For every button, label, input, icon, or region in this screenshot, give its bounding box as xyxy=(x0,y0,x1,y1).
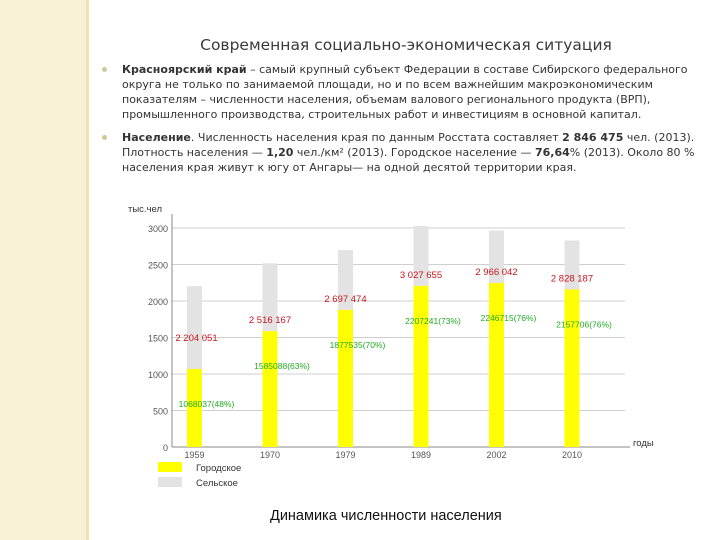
y-tick-label: 1000 xyxy=(148,370,168,380)
bullet-dot-icon xyxy=(102,67,107,72)
legend-label: Сельское xyxy=(196,478,238,489)
x-tick-label: 1959 xyxy=(184,450,204,460)
bullet2-density-value: 1,20 xyxy=(266,146,294,159)
urban-value-label: 1877535(70%) xyxy=(330,340,386,350)
bullet2-text2: чел. (2013). Плотность населения — xyxy=(122,131,695,159)
urban-value-label: 2246715(76%) xyxy=(481,313,537,323)
urban-value-label: 1068037(48%) xyxy=(179,399,235,409)
bullet-list: Красноярский край – самый крупный субъек… xyxy=(100,62,704,183)
slide-title: Современная социально-экономическая ситу… xyxy=(200,36,612,54)
bar-rural xyxy=(338,250,353,310)
x-axis-label: годы xyxy=(633,438,654,449)
y-axis-label: тыс.чел xyxy=(128,204,162,215)
x-tick-label: 1970 xyxy=(260,450,280,460)
left-strip-border xyxy=(86,0,89,540)
legend-label: Городское xyxy=(196,463,241,474)
bar-urban xyxy=(187,369,202,447)
y-tick-label: 3000 xyxy=(148,224,168,234)
urban-value-label: 2207241(73%) xyxy=(405,316,461,326)
legend-swatch xyxy=(158,477,182,487)
bar-rural xyxy=(564,240,580,290)
x-tick-label: 2002 xyxy=(486,450,506,460)
y-tick-label: 1500 xyxy=(148,334,168,344)
bar-rural xyxy=(262,263,278,332)
urban-value-label: 2157706(76%) xyxy=(556,319,612,329)
bar-urban xyxy=(564,289,580,447)
total-value-label: 2 516 167 xyxy=(249,315,291,326)
left-decorative-strip xyxy=(0,0,86,540)
bullet2-bold: Население xyxy=(122,131,191,144)
total-value-label: 2 966 042 xyxy=(475,267,517,278)
y-tick-label: 2000 xyxy=(148,297,168,307)
x-tick-label: 1979 xyxy=(335,450,355,460)
bar-rural xyxy=(413,226,429,286)
bullet2-text1: . Численность населения края по данным Р… xyxy=(190,131,563,144)
bullet-krasnoyarsk: Красноярский край – самый крупный субъек… xyxy=(100,62,704,122)
bullet1-text: – самый крупный субъект Федерации в сост… xyxy=(122,63,688,121)
total-value-label: 2 828 187 xyxy=(551,273,593,284)
bullet-population: Население. Численность населения края по… xyxy=(100,130,704,175)
bullet2-urban-share: 76,64 xyxy=(534,146,570,159)
bullet2-text4: % (2013). Около 80 % населения края живу… xyxy=(122,146,695,174)
bullet-dot-icon xyxy=(102,135,107,140)
total-value-label: 2 697 474 xyxy=(324,294,366,305)
bullet1-bold: Красноярский край xyxy=(122,63,247,76)
bar-urban xyxy=(413,285,429,447)
plot-area xyxy=(172,214,625,447)
y-tick-label: 2500 xyxy=(148,261,168,271)
bar-urban xyxy=(338,309,353,447)
y-tick-label: 0 xyxy=(163,443,168,453)
bullet2-text3: чел./км² (2013). Городское население — xyxy=(293,146,535,159)
x-tick-label: 2010 xyxy=(562,450,582,460)
chart-caption: Динамика численности населения xyxy=(270,508,502,524)
total-value-label: 3 027 655 xyxy=(400,270,442,281)
urban-value-label: 1585088(63%) xyxy=(254,361,310,371)
y-tick-label: 500 xyxy=(153,407,168,417)
x-tick-label: 1989 xyxy=(411,450,431,460)
total-value-label: 2 204 051 xyxy=(175,333,217,344)
bar-urban xyxy=(489,282,504,447)
legend-swatch xyxy=(158,462,182,472)
bar-rural xyxy=(187,286,202,370)
bar-urban xyxy=(262,331,278,447)
bar-rural xyxy=(489,230,504,283)
bullet2-population-value: 2 846 475 xyxy=(562,131,624,144)
